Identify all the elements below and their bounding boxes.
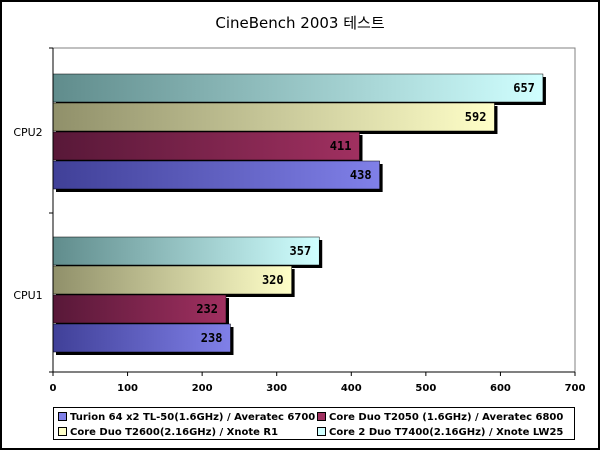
data-label: 411 <box>330 139 352 153</box>
legend: Turion 64 x2 TL-50(1.6GHz) / Averatec 67… <box>53 407 575 440</box>
legend-item-series-2: Core Duo T2050 (1.6GHz) / Averatec 6800 <box>317 410 563 425</box>
legend-label-series-3: Core Duo T2600(2.16GHz) / Xnote R1 <box>70 427 278 438</box>
bar-cpu2-series-1 <box>53 161 380 189</box>
x-tick-label: 700 <box>565 383 586 394</box>
data-label: 357 <box>290 244 312 258</box>
x-tick-label: 400 <box>341 383 362 394</box>
legend-item-series-4: Core 2 Duo T7400(2.16GHz) / Xnote LW25 <box>317 425 563 440</box>
legend-label-series-4: Core 2 Duo T7400(2.16GHz) / Xnote LW25 <box>329 427 563 438</box>
x-tick-label: 0 <box>50 383 57 394</box>
legend-label-series-2: Core Duo T2050 (1.6GHz) / Averatec 6800 <box>329 412 563 423</box>
data-label: 232 <box>196 302 218 316</box>
x-tick-label: 200 <box>192 383 213 394</box>
category-label-cpu1: CPU1 <box>13 289 42 302</box>
bar-cpu2-series-2 <box>53 132 359 160</box>
data-label: 438 <box>350 168 372 182</box>
legend-label-series-1: Turion 64 x2 TL-50(1.6GHz) / Averatec 67… <box>70 412 315 423</box>
data-label: 657 <box>513 81 535 95</box>
bar-cpu2-series-3 <box>53 103 494 131</box>
x-tick-label: 600 <box>490 383 511 394</box>
legend-swatch-series-3 <box>58 427 67 436</box>
chart-canvas: CineBench 2003 테스트 357 320 232 238 657 592 411… <box>0 0 600 450</box>
data-label: 238 <box>201 331 223 345</box>
category-label-cpu2: CPU2 <box>13 126 42 139</box>
legend-swatch-series-2 <box>317 412 326 421</box>
chart-title: CineBench 2003 테스트 <box>215 14 384 32</box>
bar-cpu1-series-3 <box>53 266 292 294</box>
x-tick-label: 100 <box>117 383 138 394</box>
data-label: 320 <box>262 273 284 287</box>
bar-cpu2-series-4 <box>53 74 543 102</box>
legend-item-series-1: Turion 64 x2 TL-50(1.6GHz) / Averatec 67… <box>58 410 315 425</box>
bar-cpu1-series-4 <box>53 237 319 265</box>
x-tick-label: 500 <box>415 383 436 394</box>
data-label: 592 <box>465 110 487 124</box>
legend-item-series-3: Core Duo T2600(2.16GHz) / Xnote R1 <box>58 425 278 440</box>
legend-swatch-series-4 <box>317 427 326 436</box>
x-tick-label: 300 <box>266 383 287 394</box>
legend-swatch-series-1 <box>58 412 67 421</box>
